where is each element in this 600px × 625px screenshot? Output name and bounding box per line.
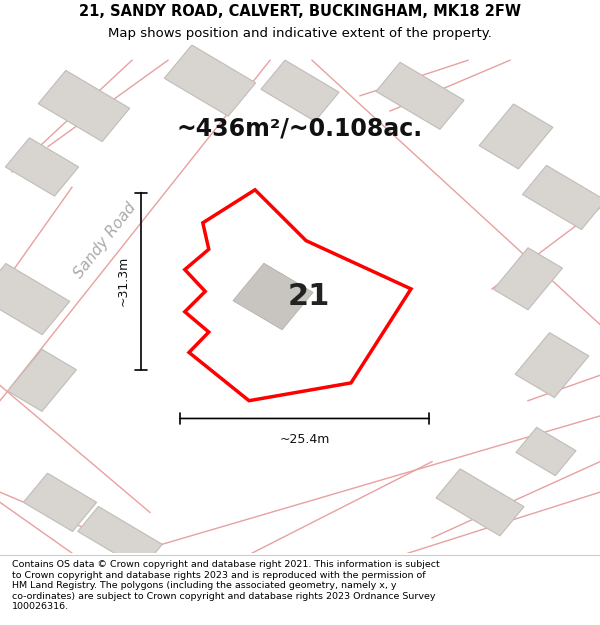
Text: 21: 21: [288, 282, 330, 311]
Polygon shape: [233, 263, 313, 330]
Polygon shape: [78, 506, 162, 569]
Polygon shape: [516, 428, 576, 476]
Polygon shape: [436, 469, 524, 536]
Polygon shape: [261, 60, 339, 121]
Polygon shape: [185, 190, 411, 401]
Text: 21, SANDY ROAD, CALVERT, BUCKINGHAM, MK18 2FW: 21, SANDY ROAD, CALVERT, BUCKINGHAM, MK1…: [79, 4, 521, 19]
Text: Map shows position and indicative extent of the property.: Map shows position and indicative extent…: [108, 28, 492, 40]
Text: Sandy Road: Sandy Road: [71, 200, 139, 281]
Polygon shape: [376, 62, 464, 129]
Polygon shape: [523, 166, 600, 229]
Polygon shape: [494, 248, 562, 310]
Polygon shape: [0, 264, 70, 334]
Text: ~25.4m: ~25.4m: [280, 433, 329, 446]
Text: ~31.3m: ~31.3m: [116, 256, 130, 306]
Polygon shape: [479, 104, 553, 169]
Polygon shape: [23, 473, 97, 531]
Polygon shape: [515, 332, 589, 398]
Polygon shape: [38, 71, 130, 142]
Polygon shape: [5, 138, 79, 196]
Polygon shape: [164, 45, 256, 116]
Text: Contains OS data © Crown copyright and database right 2021. This information is : Contains OS data © Crown copyright and d…: [12, 560, 440, 611]
Text: ~436m²/~0.108ac.: ~436m²/~0.108ac.: [177, 117, 423, 141]
Polygon shape: [8, 349, 76, 411]
